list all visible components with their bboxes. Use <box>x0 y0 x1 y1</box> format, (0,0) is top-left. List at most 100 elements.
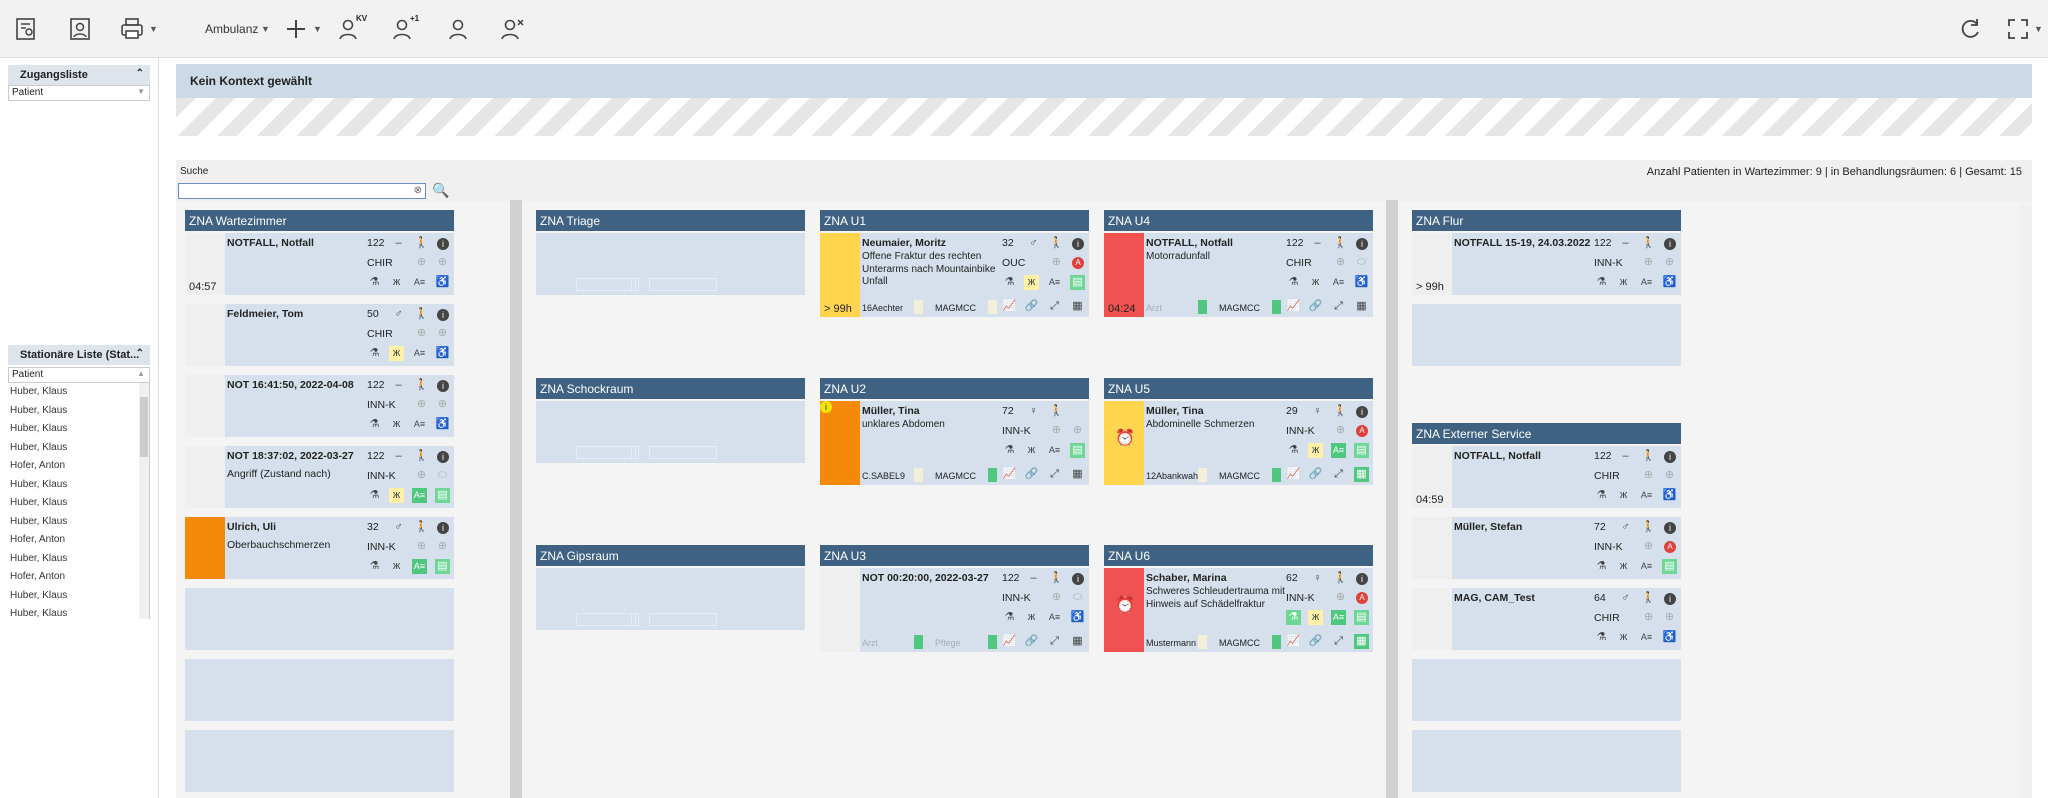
walk-icon[interactable]: 🚶 <box>1641 592 1656 604</box>
expand-icon[interactable]: ⤢ <box>1334 635 1343 647</box>
clear-icon[interactable]: ⊗ <box>413 185 422 196</box>
list-item[interactable]: Hofer, Anton <box>10 534 66 545</box>
text-icon[interactable]: A≡ <box>1048 445 1061 455</box>
add-dropdown-icon[interactable]: ▼ <box>313 24 322 34</box>
zugangsliste-filter[interactable]: Patient ▼ <box>8 85 150 101</box>
doctor-label[interactable]: Arzt <box>1146 303 1163 313</box>
fullscreen-icon[interactable] <box>2004 16 2032 42</box>
patient-card[interactable]: ⏰ Schaber, Marina Schweres Schleudertrauma… <box>1104 568 1373 652</box>
lab-icon[interactable]: ⚗ <box>1596 276 1607 288</box>
lab-icon[interactable]: ⚗ <box>1004 611 1015 623</box>
link-icon[interactable]: 🔗 <box>1308 635 1323 647</box>
vitals-icon[interactable]: ⊕ <box>1664 611 1675 623</box>
butterfly-icon[interactable]: ж <box>1308 610 1323 625</box>
link-icon[interactable]: 🔗 <box>1024 468 1039 480</box>
board-scrollbar[interactable] <box>510 200 522 798</box>
walk-icon[interactable]: 🚶 <box>1049 237 1064 249</box>
info-icon[interactable]: i <box>437 522 449 534</box>
print-icon[interactable] <box>118 16 146 42</box>
info-icon[interactable]: i <box>437 380 449 392</box>
pill-icon[interactable]: ⬭ <box>437 469 448 481</box>
text-icon[interactable]: A≡ <box>1640 490 1653 500</box>
list-item[interactable]: Huber, Klaus <box>10 404 68 416</box>
pager-icon[interactable]: ▤ <box>1070 443 1085 458</box>
info-icon[interactable]: i <box>437 309 449 321</box>
film-icon[interactable]: ▦ <box>1072 468 1083 480</box>
chart-icon[interactable]: 📈 <box>1002 635 1017 647</box>
patient-card[interactable]: ⏰ Müller, Tina Abdominelle Schmerzen 29 ♀ INN… <box>1104 401 1373 485</box>
alert-icon[interactable]: A <box>1356 592 1368 604</box>
info-icon[interactable]: i <box>437 451 449 463</box>
text-icon[interactable]: A≡ <box>1048 277 1061 287</box>
walk-icon[interactable]: 🚶 <box>1049 405 1064 417</box>
butterfly-icon[interactable]: ж <box>389 488 404 503</box>
link-icon[interactable]: 🔗 <box>1024 635 1039 647</box>
text-icon[interactable]: A≡ <box>412 488 427 503</box>
zugangsliste-header[interactable]: Zugangsliste ⌃ <box>8 65 150 85</box>
text-icon[interactable]: A≡ <box>1048 612 1061 622</box>
vitals-icon[interactable]: ⊕ <box>1643 540 1654 552</box>
text-icon[interactable]: A≡ <box>1640 632 1653 642</box>
stationaer-header[interactable]: Stationäre Liste (Stat... ⌃ <box>8 345 150 365</box>
doctor-label[interactable]: 16Aechter <box>862 303 904 313</box>
lab-icon[interactable]: ⚗ <box>1004 276 1015 288</box>
vitals-icon[interactable]: ⊕ <box>437 256 448 268</box>
list-item[interactable]: Huber, Klaus <box>10 515 68 527</box>
chart-icon[interactable]: 📈 <box>1286 468 1301 480</box>
pill-icon[interactable]: ⬭ <box>1356 256 1367 268</box>
empty-slot[interactable] <box>1412 730 1681 792</box>
search-icon[interactable]: 🔍 <box>432 182 450 198</box>
info-icon[interactable]: i <box>1356 406 1368 418</box>
list-item[interactable]: Huber, Klaus <box>10 441 68 453</box>
nurse-label[interactable]: MAGMCC <box>1219 471 1260 481</box>
doctor-label[interactable]: C.SABEL9 <box>862 471 906 481</box>
patient-card[interactable]: > 99h NOTFALL 15-19, 24.03.2022 122– INN-K 🚶… <box>1412 233 1681 295</box>
info-icon[interactable]: i <box>1072 238 1084 250</box>
vitals-icon[interactable]: ⊕ <box>437 398 448 410</box>
expand-icon[interactable]: ⤢ <box>1334 300 1343 312</box>
link-icon[interactable]: 🔗 <box>1024 300 1039 312</box>
info-icon[interactable]: i <box>1664 522 1676 534</box>
refresh-icon[interactable] <box>1956 16 1984 42</box>
lab-icon[interactable]: ⚗ <box>369 347 380 359</box>
info-icon[interactable]: i <box>1664 451 1676 463</box>
empty-slot[interactable] <box>185 659 454 721</box>
pager-icon[interactable]: ▤ <box>1662 559 1677 574</box>
patient-card[interactable]: Ulrich, Uli Oberbauchschmerzen 32 ♂ INN-K 🚶 i ⊕… <box>185 517 454 579</box>
wheelchair-icon[interactable]: ♿ <box>1354 276 1369 288</box>
list-item[interactable]: Huber, Klaus <box>10 386 68 397</box>
chart-icon[interactable]: 📈 <box>1286 300 1301 312</box>
list-item[interactable]: Huber, Klaus <box>10 423 68 434</box>
fullscreen-dropdown-icon[interactable]: ▼ <box>2034 24 2043 34</box>
lab-icon[interactable]: ⚗ <box>1596 631 1607 643</box>
vitals-icon[interactable]: ⊕ <box>1664 469 1675 481</box>
vitals-icon[interactable]: ⊕ <box>1664 256 1675 268</box>
wheelchair-icon[interactable]: ♿ <box>1662 631 1677 643</box>
alert-icon[interactable]: A <box>1356 425 1368 437</box>
patient-card[interactable]: Müller, Tina unklares Abdomen 72 ♀ INN-K 🚶 i ⊕ ⊕… <box>820 401 1089 485</box>
film-icon[interactable]: ▦ <box>1072 300 1083 312</box>
info-icon[interactable]: i <box>1664 238 1676 250</box>
lab-icon[interactable]: ⚗ <box>369 489 380 501</box>
walk-icon[interactable]: 🚶 <box>414 521 429 533</box>
vitals-icon[interactable]: ⊕ <box>416 398 427 410</box>
empty-slot[interactable] <box>536 568 805 630</box>
expand-icon[interactable]: ⤢ <box>1050 300 1059 312</box>
vitals-icon[interactable]: ⊕ <box>437 327 448 339</box>
list-item[interactable]: Hofer, Anton <box>10 571 66 582</box>
vitals-icon[interactable]: ⊕ <box>1051 256 1062 268</box>
vitals-icon[interactable]: ⊕ <box>1643 469 1654 481</box>
butterfly-icon[interactable]: ж <box>1027 444 1036 456</box>
butterfly-icon[interactable]: ж <box>392 418 401 430</box>
pager-icon[interactable]: ▤ <box>1354 610 1369 625</box>
wheelchair-icon[interactable]: ♿ <box>435 418 450 430</box>
list-item[interactable]: Huber, Klaus <box>10 589 68 601</box>
walk-icon[interactable]: 🚶 <box>414 237 429 249</box>
lab-icon[interactable]: ⚗ <box>1596 560 1607 572</box>
vitals-icon[interactable]: ⊕ <box>1335 591 1346 603</box>
walk-icon[interactable]: 🚶 <box>414 450 429 462</box>
print-dropdown-icon[interactable]: ▼ <box>149 24 158 34</box>
info-icon[interactable]: i <box>820 401 832 413</box>
lab-icon[interactable]: ⚗ <box>1286 610 1301 625</box>
expand-icon[interactable]: ⤢ <box>1334 468 1343 480</box>
